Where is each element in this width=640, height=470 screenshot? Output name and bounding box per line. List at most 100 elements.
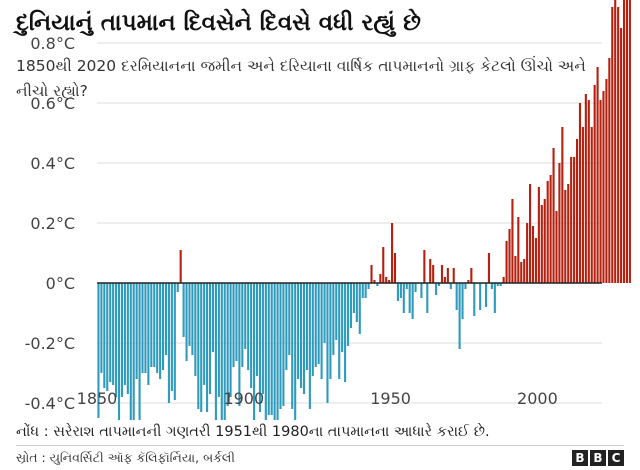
bar-2021 <box>599 100 602 283</box>
bar-1874 <box>167 283 170 403</box>
bar-1853 <box>106 283 109 391</box>
y-tick-label: 0.4°C <box>30 154 75 173</box>
bar-1884 <box>197 283 200 409</box>
bar-1996 <box>526 223 529 283</box>
bar-2003 <box>546 181 549 283</box>
bar-1989 <box>505 241 508 283</box>
bar-1869 <box>153 283 156 367</box>
bar-1923 <box>311 283 314 376</box>
bar-1905 <box>258 283 261 412</box>
bar-1980 <box>479 283 482 310</box>
bar-1911 <box>276 283 279 420</box>
bar-1932 <box>338 283 341 379</box>
bar-1906 <box>261 283 264 394</box>
bar-1930 <box>332 283 335 355</box>
bar-2025 <box>611 7 614 283</box>
bar-1860 <box>126 283 129 394</box>
bar-1894 <box>226 283 229 406</box>
bar-2029 <box>622 0 626 283</box>
bar-2018 <box>590 127 593 283</box>
bar-2008 <box>561 127 564 283</box>
bar-1982 <box>484 283 488 307</box>
bar-1891 <box>217 283 220 397</box>
bar-1960 <box>420 283 423 298</box>
bar-1970 <box>449 283 452 289</box>
bbc-logo: B B C <box>572 450 624 466</box>
bar-1947 <box>382 247 385 283</box>
bar-1855 <box>112 283 115 385</box>
bar-1879 <box>182 283 185 337</box>
bar-1937 <box>352 283 355 313</box>
bar-1966 <box>437 283 441 286</box>
bar-2000 <box>537 187 540 283</box>
bar-1862 <box>132 283 135 420</box>
bar-1974 <box>461 283 464 319</box>
bar-1907 <box>264 283 267 420</box>
bar-1986 <box>496 283 499 286</box>
bar-2002 <box>543 199 546 283</box>
bar-1961 <box>423 250 426 283</box>
bar-1922 <box>308 283 311 409</box>
chart-title: દુનિયાનું તાપમાન દિવસેને દિવસે વધી રહ્યુ… <box>16 10 421 36</box>
bar-1983 <box>487 253 491 283</box>
bar-2006 <box>555 211 558 283</box>
bar-1957 <box>411 283 414 319</box>
bar-1949 <box>388 280 391 283</box>
bar-1992 <box>514 256 517 283</box>
bar-1991 <box>511 199 514 283</box>
bar-1955 <box>405 283 408 289</box>
bar-1997 <box>529 184 532 283</box>
bar-1857 <box>117 283 121 420</box>
bar-1903 <box>253 283 256 420</box>
bar-1899 <box>241 283 244 367</box>
bar-1958 <box>414 283 417 292</box>
bar-1892 <box>220 283 223 420</box>
bar-1885 <box>200 283 203 412</box>
bar-1942 <box>367 283 370 289</box>
bar-1850 <box>97 283 100 418</box>
bar-2024 <box>608 58 611 283</box>
bar-1904 <box>255 283 259 376</box>
bar-1994 <box>520 262 523 283</box>
bar-1946 <box>379 274 382 283</box>
bar-1895 <box>229 283 232 397</box>
y-tick-label: 0°C <box>46 274 75 293</box>
bar-1900 <box>244 283 247 349</box>
footer-divider <box>16 445 624 446</box>
bar-1926 <box>320 283 323 379</box>
bar-1964 <box>432 265 435 283</box>
bar-1938 <box>355 283 358 322</box>
bar-1875 <box>170 283 173 391</box>
bar-1886 <box>203 283 206 385</box>
bar-1939 <box>358 283 361 334</box>
bbc-logo-letter: B <box>572 450 588 466</box>
bars <box>97 0 631 420</box>
bar-1917 <box>294 283 297 420</box>
bar-1973 <box>458 283 461 349</box>
bar-2007 <box>558 163 561 283</box>
bar-1962 <box>426 283 429 313</box>
bbc-logo-letter: C <box>608 450 624 466</box>
bar-1956 <box>408 283 411 313</box>
bar-2020 <box>596 67 599 283</box>
bar-1872 <box>162 283 165 370</box>
bar-1880 <box>185 283 188 361</box>
bar-1931 <box>335 283 338 340</box>
bar-1940 <box>361 283 364 298</box>
bar-1854 <box>109 283 112 382</box>
bar-1941 <box>364 283 367 298</box>
bar-1914 <box>285 283 288 370</box>
chart-subtitle: 1850થી 2020 દરમિયાનના જમીન અને દરિયાના વ… <box>16 57 586 100</box>
chart-note: નોંધ : સરેરાશ તાપમાનની ગણતરી 1951થી 1980… <box>16 424 490 440</box>
bar-1888 <box>208 283 212 394</box>
bar-1915 <box>288 283 291 355</box>
bar-1976 <box>467 280 470 283</box>
bar-1902 <box>250 283 253 388</box>
bar-2030 <box>625 0 629 283</box>
bar-1863 <box>135 283 138 379</box>
bar-2005 <box>552 148 555 283</box>
bar-1945 <box>376 283 379 286</box>
bar-1995 <box>523 259 526 283</box>
bar-1897 <box>235 283 238 361</box>
bar-1978 <box>473 283 476 316</box>
